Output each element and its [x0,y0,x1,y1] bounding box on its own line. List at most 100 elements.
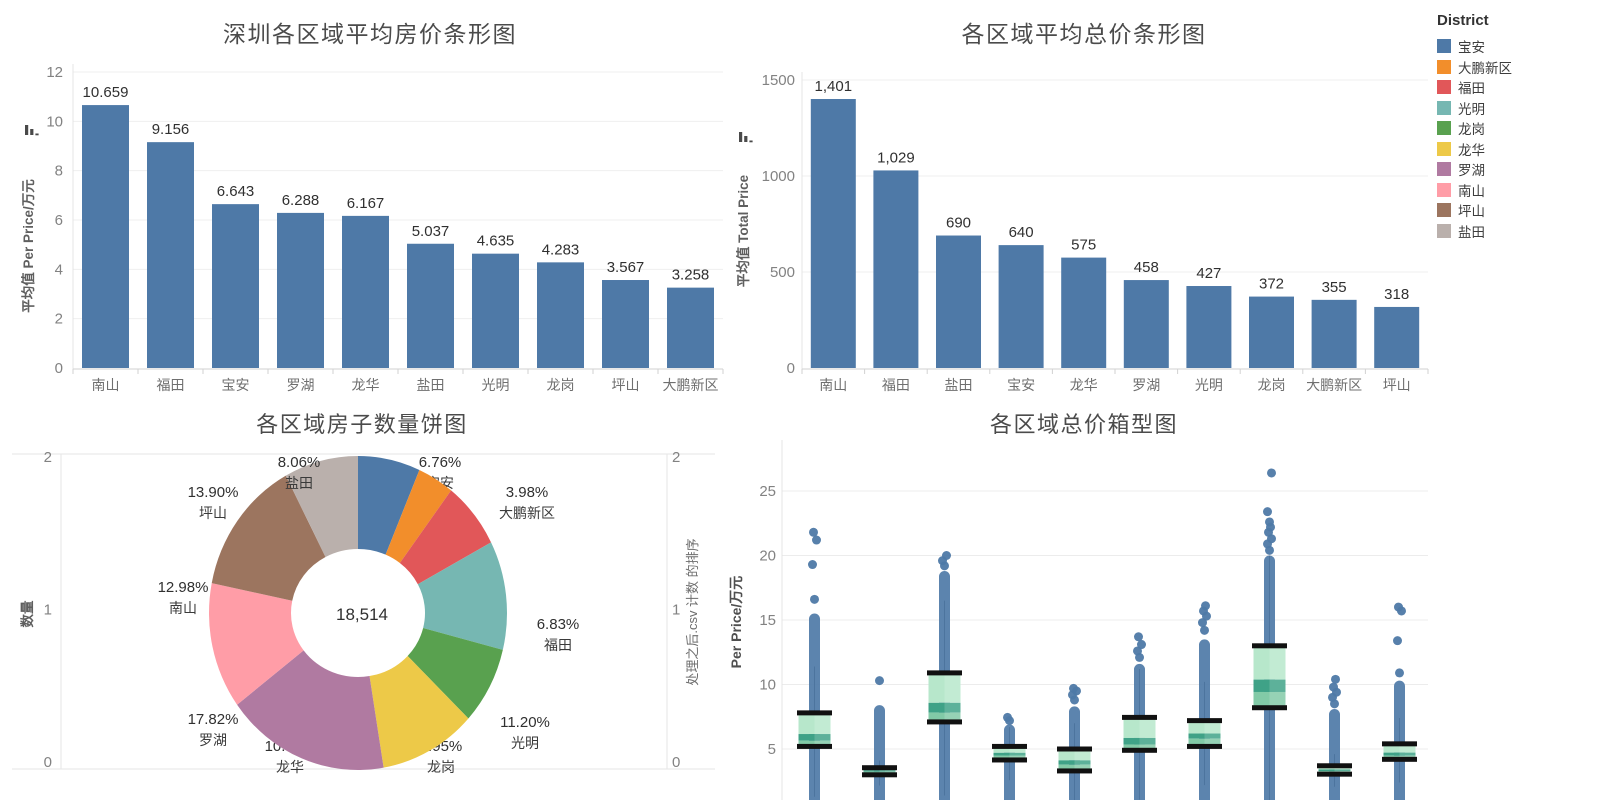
box-group[interactable] [1122,632,1157,800]
box-upper [1123,717,1156,738]
total-price-box-plot: 5 10 15 20 25 [759,440,1428,800]
bar-value-label: 355 [1322,279,1347,296]
pie-slice[interactable] [211,475,326,601]
y-tick-label: 10 [46,113,63,130]
bar-value-label: 1,401 [815,78,853,95]
legend-item[interactable]: 大鹏新区 [1437,57,1597,78]
pie-slice[interactable] [399,490,492,585]
bar-value-label: 4.283 [542,241,580,258]
box-group[interactable] [797,527,832,800]
bar[interactable] [277,212,324,368]
outlier-dot [1198,618,1207,628]
outlier-dot [810,594,819,604]
bar[interactable] [212,204,259,368]
box-group[interactable] [1057,683,1092,800]
bar-value-label: 372 [1259,276,1284,293]
pie-district-label: 福田 [544,637,572,653]
outlier-dot [942,551,951,560]
legend-item[interactable]: 南山 [1437,180,1597,201]
bar[interactable] [667,287,714,368]
x-category-label: 坪山 [1383,377,1411,393]
upper-hinge-cap [797,710,832,716]
bar[interactable] [1123,280,1169,368]
box-group[interactable] [1187,601,1222,800]
box-plot-title: 各区域总价箱型图 [990,412,1178,437]
box-plot-y-axis-label: Per Price/万元 [728,576,744,669]
pie-slice[interactable] [208,583,304,705]
legend-swatch [1437,100,1451,115]
per-price-bar-title: 深圳各区域平均房价条形图 [223,21,517,47]
bar[interactable] [1186,286,1232,368]
outlier-dot [875,676,884,686]
bar[interactable] [147,142,194,368]
box-lower [1058,764,1091,771]
y-tick-label: 4 [55,261,63,278]
upper-hinge-cap [862,765,897,771]
pie-slice[interactable] [358,456,420,555]
bar[interactable] [873,170,919,368]
pie-percent-label: 3.98% [506,484,549,501]
bar-value-label: 640 [1009,224,1034,241]
box-median-band [928,702,961,713]
bar[interactable] [407,243,454,368]
x-category-label: 罗湖 [1132,377,1160,393]
box-highlight [1139,717,1156,751]
pie-left-tick-label: 0 [44,754,52,771]
legend-label: 大鹏新区 [1458,60,1512,76]
bar[interactable] [1374,306,1420,368]
legend-item[interactable]: 龙华 [1437,139,1597,160]
pie-slice[interactable] [417,542,508,650]
lower-hinge-cap [797,743,832,749]
box-group[interactable] [992,712,1027,800]
legend-swatch [1437,223,1451,238]
pie-slice[interactable] [385,469,452,564]
dense-point-strip [1394,680,1405,800]
legend-swatch [1437,39,1451,54]
x-category-label: 南山 [819,377,847,393]
pie-slice[interactable] [237,650,384,770]
legend-item[interactable]: 盐田 [1437,221,1597,242]
bar[interactable] [342,215,389,368]
bar[interactable] [1311,299,1357,368]
pie-slice[interactable] [369,655,469,768]
district-legend: District 宝安 大鹏新区 福田 光明 龙岗 龙华 罗湖 南山 坪山 盐田 [1437,12,1597,241]
bar-value-label: 458 [1134,259,1159,276]
bar[interactable] [810,99,856,369]
box-group[interactable] [1382,602,1417,800]
bar[interactable] [602,280,649,368]
pie-right-tick-label: 2 [672,449,680,466]
lower-hinge-cap [1057,768,1092,774]
legend-item[interactable]: 宝安 [1437,36,1597,57]
bar[interactable] [936,235,981,368]
box-group[interactable] [1317,674,1352,800]
legend-label: 罗湖 [1458,163,1485,179]
lower-hinge-cap [1122,747,1157,753]
bar[interactable] [1061,257,1107,368]
sort-descending-icon[interactable] [25,125,39,136]
box-group[interactable] [927,551,962,800]
legend-item[interactable]: 龙岗 [1437,118,1597,139]
bar[interactable] [998,245,1044,368]
bar[interactable] [82,105,129,368]
legend-item[interactable]: 坪山 [1437,200,1597,221]
legend-item[interactable]: 福田 [1437,77,1597,98]
box-group[interactable] [862,676,897,800]
bar[interactable] [537,262,584,368]
bar-value-label: 3.567 [607,259,645,276]
bar[interactable] [1249,296,1294,368]
box-highlight [1074,749,1091,771]
outlier-dot [1134,632,1143,642]
pie-slice[interactable] [285,456,358,558]
sort-descending-icon[interactable] [739,132,753,143]
x-category-label: 大鹏新区 [663,377,719,393]
legend-item[interactable]: 罗湖 [1437,159,1597,180]
box-lower [798,740,831,747]
legend-item[interactable]: 光明 [1437,98,1597,119]
x-category-label: 罗湖 [287,377,315,393]
upper-hinge-cap [927,670,962,676]
box-median-band [1318,769,1351,772]
box-group[interactable] [1252,468,1287,800]
bar[interactable] [472,253,519,368]
pie-slice[interactable] [407,628,503,719]
box-highlight [1204,720,1221,747]
